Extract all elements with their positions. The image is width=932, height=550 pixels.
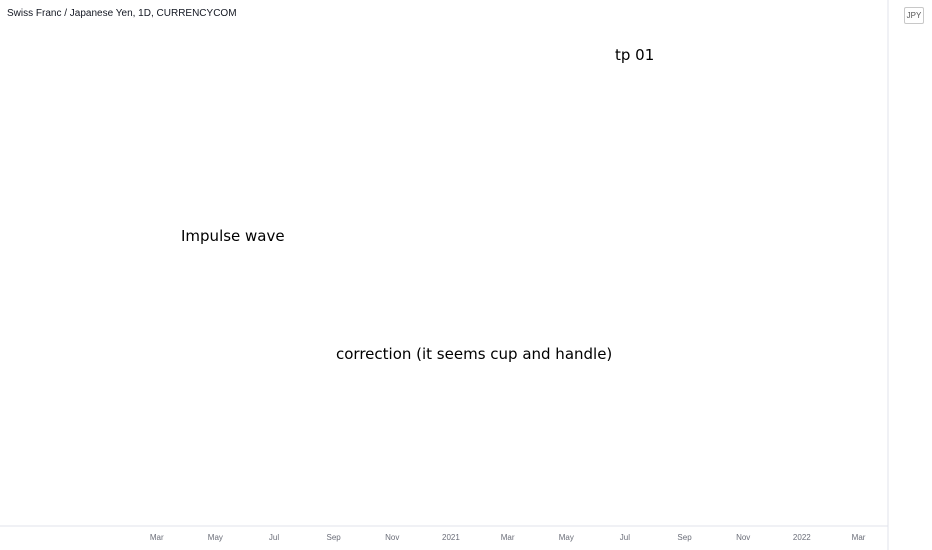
x-tick-label: Sep (677, 533, 692, 542)
x-tick-label: Mar (150, 533, 164, 542)
x-tick-label: Jul (620, 533, 630, 542)
target-label: tp 01 (615, 46, 655, 64)
x-tick-label: May (208, 533, 223, 542)
currency-badge[interactable]: JPY (904, 7, 924, 24)
x-tick-label: 2021 (442, 533, 460, 542)
x-tick-label: Nov (385, 533, 399, 542)
impulse-wave-label: Impulse wave (181, 227, 285, 245)
x-tick-label: Jul (269, 533, 279, 542)
correction-label: correction (it seems cup and handle) (336, 345, 613, 363)
x-tick-label: May (559, 533, 574, 542)
x-tick-label: Mar (852, 533, 866, 542)
x-tick-label: Nov (736, 533, 750, 542)
x-tick-label: Sep (327, 533, 342, 542)
x-tick-label: Mar (501, 533, 515, 542)
chart-title: Swiss Franc / Japanese Yen, 1D, CURRENCY… (7, 8, 237, 19)
x-tick-label: 2022 (793, 533, 811, 542)
